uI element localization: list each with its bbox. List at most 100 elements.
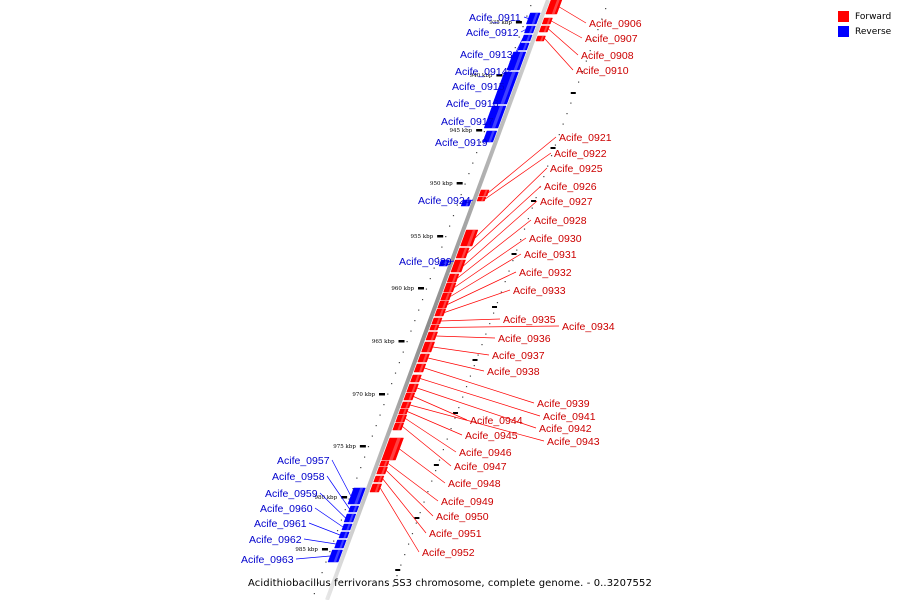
legend-forward: Forward — [838, 9, 891, 24]
label-leader — [407, 411, 463, 436]
tick-label: 955 kbp — [411, 234, 434, 240]
minor-tick — [442, 449, 444, 451]
minor-tick — [364, 456, 366, 458]
label-leader — [402, 426, 452, 467]
minor-tick — [360, 467, 362, 469]
gene-highlight — [442, 301, 447, 308]
gene-feature — [425, 331, 438, 341]
label-leader — [440, 318, 501, 322]
minor-tick — [477, 354, 479, 356]
gene-highlight — [383, 461, 388, 466]
forward-swatch — [838, 11, 849, 22]
label-leaders — [295, 6, 587, 560]
gene-highlight — [397, 423, 403, 430]
gene-feature — [431, 317, 443, 325]
gene-label: Acife_0962 — [249, 534, 302, 546]
reverse-swatch — [838, 26, 849, 37]
minor-tick — [336, 530, 339, 532]
tick-label: 935 kbp — [489, 20, 512, 26]
gene-highlight — [405, 402, 410, 408]
minor-tick — [387, 393, 389, 395]
minor-tick — [407, 543, 410, 545]
minor-tick — [329, 551, 331, 553]
gene-highlight — [491, 106, 504, 128]
minor-tick — [514, 47, 516, 49]
label-leader — [447, 271, 517, 305]
tick-label: 945 kbp — [450, 128, 473, 134]
minor-tick — [469, 375, 472, 377]
label-leader — [314, 507, 344, 528]
gene-highlight — [466, 230, 476, 246]
gene-feature — [538, 25, 550, 33]
gene-label: Acife_0917 — [441, 116, 494, 128]
gene-label: Acife_0906 — [589, 18, 642, 30]
major-tick — [531, 200, 537, 202]
gene-feature — [398, 408, 409, 415]
gene-highlight — [400, 415, 406, 422]
gene-feature — [376, 466, 388, 475]
minor-tick — [400, 564, 402, 566]
gene-label: Acife_0935 — [503, 314, 556, 326]
tick-label: 975 kbp — [333, 444, 356, 450]
tick-label: 965 kbp — [372, 339, 395, 345]
minor-tick — [446, 438, 448, 440]
gene-highlight — [522, 43, 528, 50]
label-leader — [457, 219, 532, 279]
gene-highlight — [426, 342, 433, 352]
gene-feature — [476, 196, 487, 202]
gene-label: Acife_0957 — [277, 455, 330, 467]
minor-tick — [465, 386, 468, 388]
major-tick — [359, 445, 366, 448]
gene-label: Acife_0915 — [452, 81, 505, 93]
gene-feature — [460, 199, 472, 207]
gene-features — [327, 0, 563, 563]
minor-tick — [333, 540, 335, 542]
gene-feature — [535, 35, 546, 42]
minor-tick — [419, 512, 421, 514]
gene-feature — [403, 392, 416, 401]
gene-feature — [438, 259, 450, 267]
gene-feature — [460, 229, 479, 247]
major-tick — [437, 235, 444, 238]
gene-highlight — [430, 332, 436, 340]
minor-tick — [437, 257, 439, 259]
major-tick — [453, 412, 459, 414]
gene-label: Acife_0932 — [519, 267, 572, 279]
major-tick — [414, 517, 420, 519]
gene-label: Acife_0936 — [498, 333, 551, 345]
gene-label: Acife_0922 — [554, 148, 607, 160]
gene-highlight — [433, 325, 438, 330]
minor-tick — [402, 351, 404, 353]
label-leader — [308, 522, 341, 536]
gene-feature — [541, 17, 553, 25]
gene-feature — [400, 401, 412, 409]
minor-tick — [464, 183, 466, 185]
gene-label: Acife_0961 — [254, 518, 307, 530]
legend: Forward Reverse — [838, 9, 891, 39]
gene-feature — [443, 282, 457, 293]
minor-tick — [340, 519, 343, 521]
gene-feature — [421, 341, 436, 353]
label-leader — [454, 237, 527, 288]
gene-label: Acife_0928 — [534, 215, 587, 227]
minor-tick — [396, 575, 398, 577]
minor-tick — [543, 176, 545, 178]
gene-highlight — [346, 524, 351, 530]
minor-tick — [566, 113, 568, 115]
gene-label: Acife_0914 — [455, 66, 508, 78]
gene-feature — [334, 539, 347, 549]
gene-highlight — [348, 514, 355, 522]
gene-feature — [395, 414, 408, 423]
gene-label: Acife_0937 — [492, 350, 545, 362]
gene-highlight — [445, 293, 450, 300]
gene-feature — [341, 523, 353, 531]
gene-feature — [429, 324, 440, 331]
label-leader — [399, 448, 446, 484]
gene-label: Acife_0916 — [446, 98, 499, 110]
minor-tick — [496, 302, 499, 304]
minor-tick — [404, 554, 406, 556]
minor-tick — [392, 585, 394, 587]
minor-tick — [410, 330, 412, 332]
gene-label: Acife_0934 — [562, 321, 615, 333]
gene-feature — [379, 460, 390, 467]
